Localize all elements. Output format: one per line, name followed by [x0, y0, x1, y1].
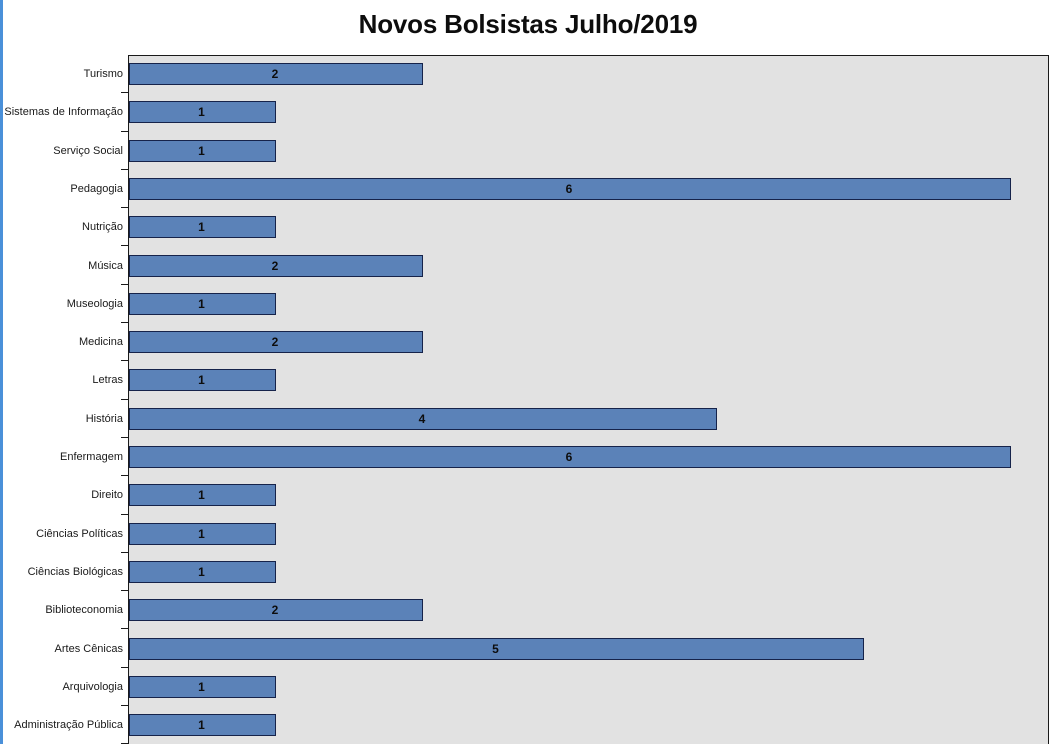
category-label: Medicina: [78, 336, 123, 349]
bar-row: Museologia 1: [3, 285, 1050, 324]
category-label: Nutrição: [82, 221, 123, 234]
bar-value-label: 6: [565, 181, 573, 196]
bar-value-label: 1: [198, 564, 205, 579]
bar[interactable]: 1: [129, 675, 276, 698]
bar[interactable]: 2: [129, 63, 423, 85]
bar[interactable]: 5: [129, 637, 864, 660]
bar[interactable]: 1: [129, 522, 276, 545]
bar[interactable]: 1: [129, 101, 276, 124]
axis-tick: [121, 207, 128, 209]
category-label: Serviço Social: [53, 144, 123, 157]
bar-value-label: 1: [198, 373, 205, 388]
category-label: Arquivologia: [62, 680, 123, 693]
axis-tick: [121, 513, 128, 515]
plot-area: [128, 55, 1049, 744]
category-label: Turismo: [83, 68, 123, 80]
bar-value-label: 1: [198, 718, 205, 733]
axis-tick: [121, 628, 128, 630]
bar-row: Artes Cênicas 5: [3, 630, 1050, 668]
bar[interactable]: 6: [129, 446, 1011, 468]
bar-value-label: 2: [271, 603, 279, 618]
bar-row: Medicina 2: [3, 323, 1050, 362]
bar-row: Enfermagem 6: [3, 438, 1050, 477]
bar-row: Serviço Social 1: [3, 132, 1050, 170]
bar-value-label: 2: [271, 258, 279, 273]
category-label: Administração Pública: [14, 719, 123, 732]
category-label: Direito: [91, 489, 123, 502]
bar-row: Sistemas de Informação 1: [3, 93, 1050, 132]
bar-row: História 4: [3, 400, 1050, 438]
bar-value-label: 1: [198, 526, 205, 541]
axis-tick: [121, 360, 128, 362]
bar-value-label: 2: [271, 67, 279, 81]
bar-value-label: 2: [271, 335, 279, 350]
bar-row: Direito 1: [3, 476, 1050, 515]
category-label: Artes Cênicas: [54, 642, 123, 655]
category-label: Museologia: [66, 297, 123, 310]
bar-value-label: 1: [198, 143, 205, 158]
category-label: Ciências Políticas: [36, 527, 123, 540]
axis-tick: [121, 398, 128, 400]
category-label: Letras: [92, 374, 123, 387]
category-label: Enfermagem: [60, 451, 123, 463]
bar[interactable]: 2: [129, 599, 423, 622]
bar-value-label: 1: [198, 220, 205, 235]
bar-rows: Turismo 2 Sistemas de Informação 1 Serviço S…: [3, 55, 1050, 744]
axis-tick: [121, 475, 128, 477]
bar[interactable]: 4: [129, 407, 717, 430]
axis-tick: [121, 590, 128, 592]
bar-value-label: 5: [492, 641, 499, 656]
axis-tick: [121, 283, 128, 285]
bar-value-label: 6: [565, 450, 573, 464]
bar-row: Música 2: [3, 247, 1050, 285]
category-label: Música: [88, 259, 123, 272]
bar[interactable]: 1: [129, 484, 276, 507]
bar-row: Ciências Biológicas 1: [3, 553, 1050, 592]
bar[interactable]: 1: [129, 560, 276, 583]
axis-tick: [121, 130, 128, 132]
category-label: Biblioteconomia: [45, 604, 123, 617]
category-label: Sistemas de Informação: [4, 106, 123, 119]
bar[interactable]: 2: [129, 254, 423, 277]
bar-value-label: 1: [198, 105, 205, 120]
category-label: Pedagogia: [70, 182, 123, 195]
bar-row: Letras 1: [3, 361, 1050, 400]
bar-row: Arquivologia 1: [3, 668, 1050, 707]
bar-value-label: 1: [198, 679, 205, 694]
bar[interactable]: 6: [129, 177, 1011, 200]
bar-value-label: 1: [198, 488, 205, 503]
axis-tick: [121, 168, 128, 170]
bar[interactable]: 1: [129, 369, 276, 392]
bar[interactable]: 1: [129, 714, 276, 737]
axis-tick: [121, 92, 128, 94]
bar[interactable]: 1: [129, 216, 276, 239]
bar-row: Ciências Políticas 1: [3, 515, 1050, 553]
bar-row: Pedagogia 6: [3, 170, 1050, 209]
axis-tick: [121, 245, 128, 247]
category-axis-line: [128, 55, 129, 744]
axis-tick: [121, 322, 128, 324]
bar-row: Turismo 2: [3, 55, 1050, 94]
axis-tick: [121, 436, 128, 438]
category-label: História: [85, 412, 123, 425]
bar[interactable]: 2: [129, 331, 423, 354]
bar[interactable]: 1: [129, 292, 276, 315]
axis-tick: [121, 666, 128, 668]
bar-value-label: 4: [418, 411, 426, 426]
bar[interactable]: 1: [129, 139, 276, 162]
category-label: Ciências Biológicas: [27, 565, 123, 578]
bar-row: Biblioteconomia 2: [3, 591, 1050, 630]
axis-tick: [121, 705, 128, 707]
chart-title: Novos Bolsistas Julho/2019: [358, 9, 698, 39]
bar-value-label: 1: [198, 296, 205, 311]
bar-row: Administração Pública 1: [3, 706, 1050, 744]
bar-row: Nutrição 1: [3, 208, 1050, 247]
axis-tick: [121, 551, 128, 553]
